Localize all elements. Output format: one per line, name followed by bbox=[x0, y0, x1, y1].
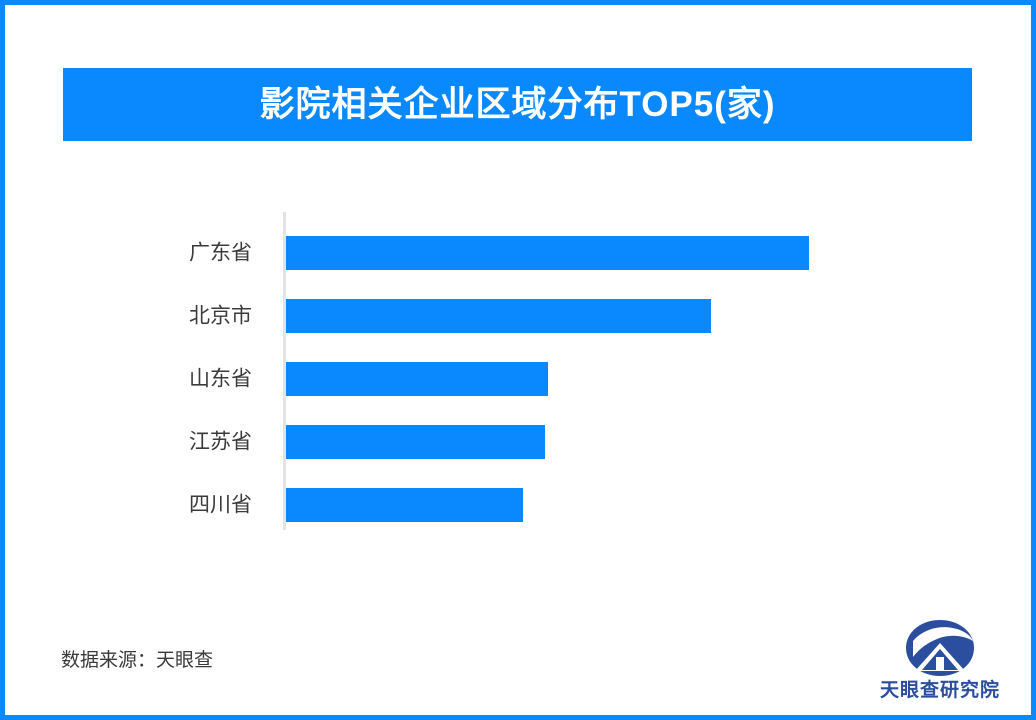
tianyancha-eye-mountain-logo-icon bbox=[906, 620, 974, 676]
bar-value-广东省 bbox=[286, 236, 809, 270]
bar-value-四川省 bbox=[286, 488, 523, 522]
brand-wordmark: 天眼查研究院 bbox=[879, 680, 1000, 701]
bar-category-label: 山东省 bbox=[189, 367, 252, 391]
bar-chart: 广东省 北京市 山东省 江苏省 四川省 bbox=[5, 205, 1031, 550]
bar-category-label: 江苏省 bbox=[189, 430, 252, 454]
page-title: 影院相关企业区域分布TOP5(家) bbox=[259, 85, 776, 124]
y-axis-line bbox=[283, 212, 286, 530]
bar-value-江苏省 bbox=[286, 425, 545, 459]
bar-row: 四川省 bbox=[5, 488, 1031, 522]
bar-value-北京市 bbox=[286, 299, 711, 333]
bar-row: 江苏省 bbox=[5, 425, 1031, 459]
bar-row: 山东省 bbox=[5, 362, 1031, 396]
brand-logo: 天眼查研究院 bbox=[865, 619, 1015, 711]
bar-row: 广东省 bbox=[5, 236, 1031, 270]
bar-row: 北京市 bbox=[5, 299, 1031, 333]
bar-category-label: 北京市 bbox=[189, 304, 252, 328]
bar-category-label: 四川省 bbox=[189, 493, 252, 517]
data-source-note: 数据来源：天眼查 bbox=[61, 650, 214, 671]
bar-category-label: 广东省 bbox=[189, 241, 252, 265]
bar-value-山东省 bbox=[286, 362, 548, 396]
chart-title-banner: 影院相关企业区域分布TOP5(家) bbox=[63, 68, 972, 141]
